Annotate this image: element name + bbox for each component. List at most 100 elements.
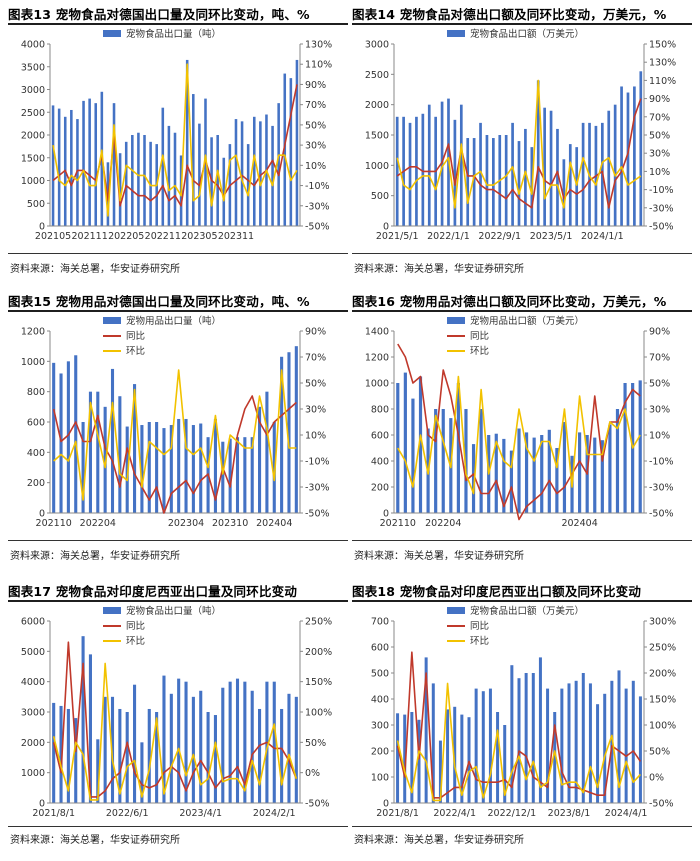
bar-mark [567,683,571,803]
title-rule [352,23,692,25]
y-tick-label: 1500 [365,131,389,142]
x-tick-label: 202404 [256,518,292,529]
y2-tick-label: -50% [305,799,330,810]
bar-mark [191,425,195,513]
bar-mark [246,144,250,226]
bar-mark [517,678,521,803]
bar-mark [59,705,63,803]
y2-tick-label: 200% [649,669,676,680]
bar-mark [59,373,63,513]
source-rule [8,253,348,254]
legend-label-bar: 宠物食品出口量（吨） [126,605,221,617]
bar-mark [418,376,423,513]
bar-mark [94,103,98,226]
legend-label-bar: 宠物用品出口量（吨） [126,315,221,327]
bar-mark [479,122,482,226]
legend-label-yoy: 同比 [470,620,489,632]
x-tick-label: 202204 [80,518,116,529]
chart-panel-17: 图表17 宠物食品对印度尼西亚出口量及同环比变动 0 1000 2000 3000 40… [8,581,348,861]
y2-tick-label: 10% [305,431,326,442]
bar-mark [149,141,152,226]
y-tick-label: 2500 [21,108,45,119]
y2-tick-label: -30% [305,483,330,494]
bar-mark [607,110,611,226]
y2-tick-label: 70% [305,353,326,364]
bar-mark [610,680,614,803]
title-rule [8,310,348,312]
bar-mark [258,708,262,803]
y-tick-label: 1000 [21,176,45,187]
bar-mark [623,383,627,513]
x-tick-label: 2022/4/1 [433,808,476,819]
bar-mark [492,138,495,226]
x-tick-label: 202211 [145,231,181,242]
x-tick-label: 2022/9/1 [478,231,521,242]
y2-tick-label: 50% [649,747,670,758]
bar-mark [588,683,592,803]
y-tick-label: 0 [383,509,389,520]
source-note: 资料来源：海关总署，华安证券研究所 [10,551,180,562]
bar-mark [169,693,173,803]
bar-mark [81,422,85,513]
bar-mark [562,422,567,513]
bar-mark [638,380,642,513]
series-line-yoy [52,84,298,207]
bar-mark [496,712,500,803]
bar-mark [221,687,225,803]
bar-mark [395,116,399,226]
bar-mark [494,433,498,513]
chart-svg: 0 1000 2000 3000 4000 5000 6000 -50% 0% 50% 100% 15… [21,605,332,819]
bar-mark [453,706,457,803]
x-tick-label: 202110 [36,518,72,529]
series-line-mom [396,682,642,802]
bar-mark [250,437,254,513]
chart-title: 图表18 宠物食品对印度尼西亚出口额及同环比变动 [352,584,642,599]
bar-mark [446,709,450,803]
bar-mark [96,391,100,513]
y-tick-label: 200 [371,483,389,494]
y2-tick-label: -50% [649,509,674,520]
bar-mark [184,418,188,513]
source-rule [352,253,692,254]
y2-tick-label: 250% [305,617,332,628]
x-tick-label: 202404 [561,518,597,529]
source-note: 资料来源：海关总署，华安证券研究所 [354,264,524,275]
bar-mark [294,346,298,513]
bar-mark [503,725,507,803]
y2-tick-label: 10% [649,167,670,178]
bar-mark [199,690,203,803]
bar-mark [112,103,116,226]
bar-mark [553,712,557,803]
x-tick-label: 202304 [168,518,204,529]
bar-mark [177,418,181,513]
y2-tick-label: 50% [305,738,326,749]
y2-tick-label: 10% [649,431,670,442]
bar-mark [578,432,582,513]
y-tick-label: 400 [371,457,389,468]
y-tick-label: 400 [371,695,389,706]
bar-mark [631,680,635,803]
y-tick-label: 200 [371,747,389,758]
chart-panel-15: 图表15 宠物用品对德国出口量及同环比变动，吨、% 0 200 400 600 800 1… [8,291,348,571]
bar-mark [287,693,291,803]
y2-tick-label: -30% [649,203,674,214]
bar-mark [51,105,55,226]
x-tick-label: 2023/8/1 [548,808,591,819]
y-tick-label: 1200 [365,353,389,364]
bar-mark [532,437,536,513]
bar-mark [277,103,280,226]
y-tick-label: 1400 [365,327,389,338]
y2-tick-label: 30% [305,141,326,152]
y-tick-label: 1000 [21,768,45,779]
x-tick-label: 2022/6/1 [106,808,149,819]
bar-mark [467,717,471,803]
bar-mark [396,713,400,803]
bar-mark [453,119,457,226]
y-tick-label: 3000 [365,40,389,51]
y2-tick-label: -10% [305,181,330,192]
bar-mark [466,138,470,226]
chart-panel-13: 图表13 宠物食品对德国出口量及同环比变动，吨、% 0 500 1000 1500 20… [8,4,348,284]
bar-mark [421,113,425,226]
series-line-yoy [396,651,642,799]
chart-title: 图表17 宠物食品对印度尼西亚出口量及同环比变动 [8,584,298,599]
